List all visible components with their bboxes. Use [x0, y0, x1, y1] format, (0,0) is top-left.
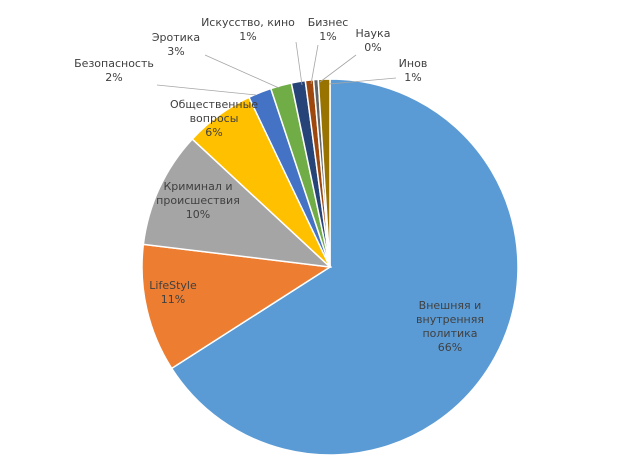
pie-slice-2: [141, 243, 333, 370]
data-label-10: Инов 1%: [399, 57, 428, 84]
data-label-8: Бизнес 1%: [308, 16, 349, 43]
leader-line-7: [295, 41, 303, 86]
data-label-9: Наука 0%: [356, 27, 391, 54]
data-label-category: Эротика: [152, 31, 200, 44]
data-label-category: Внешняя и: [419, 299, 482, 312]
pie-slice-3: [142, 137, 333, 269]
leader-line-9: [319, 54, 357, 83]
data-label-category: происшествия: [156, 194, 240, 207]
data-label-percent: 3%: [167, 45, 184, 58]
data-label-7: Искусство, кино 1%: [201, 16, 295, 43]
leader-line-6: [204, 54, 280, 89]
data-label-percent: 1%: [319, 30, 336, 43]
data-label-category: Безопасность: [74, 57, 154, 70]
data-label-6: Эротика 3%: [152, 31, 200, 58]
data-label-percent: 11%: [161, 293, 185, 306]
data-label-category: внутренняя: [416, 313, 484, 326]
data-label-percent: 6%: [205, 126, 222, 139]
data-label-category: Бизнес: [308, 16, 349, 29]
data-label-category: Инов: [399, 57, 428, 70]
data-label-3: Криминал и происшествия 10%: [156, 180, 240, 221]
data-label-category: LifeStyle: [149, 279, 197, 292]
data-label-category: политика: [422, 327, 477, 340]
data-label-category: Наука: [356, 27, 391, 40]
data-label-percent: 1%: [239, 30, 256, 43]
leader-line-10: [328, 77, 397, 85]
data-label-4: Общественные вопросы 6%: [170, 98, 258, 139]
leader-line-5: [156, 84, 257, 96]
data-label-percent: 2%: [105, 71, 122, 84]
pie-slice-1: [170, 78, 519, 456]
data-label-2: LifeStyle 11%: [149, 279, 197, 306]
data-label-percent: 10%: [186, 208, 210, 221]
data-label-category: вопросы: [190, 112, 239, 125]
data-label-category: Искусство, кино: [201, 16, 295, 29]
data-label-1: Внешняя и внутренняя политика 66%: [416, 299, 484, 354]
leader-line-8: [310, 44, 319, 85]
data-label-percent: 1%: [404, 71, 421, 84]
data-label-percent: 66%: [438, 341, 462, 354]
data-label-category: Общественные: [170, 98, 258, 111]
data-label-category: Криминал и: [164, 180, 233, 193]
data-label-percent: 0%: [364, 41, 381, 54]
data-label-5: Безопасность 2%: [74, 57, 154, 84]
